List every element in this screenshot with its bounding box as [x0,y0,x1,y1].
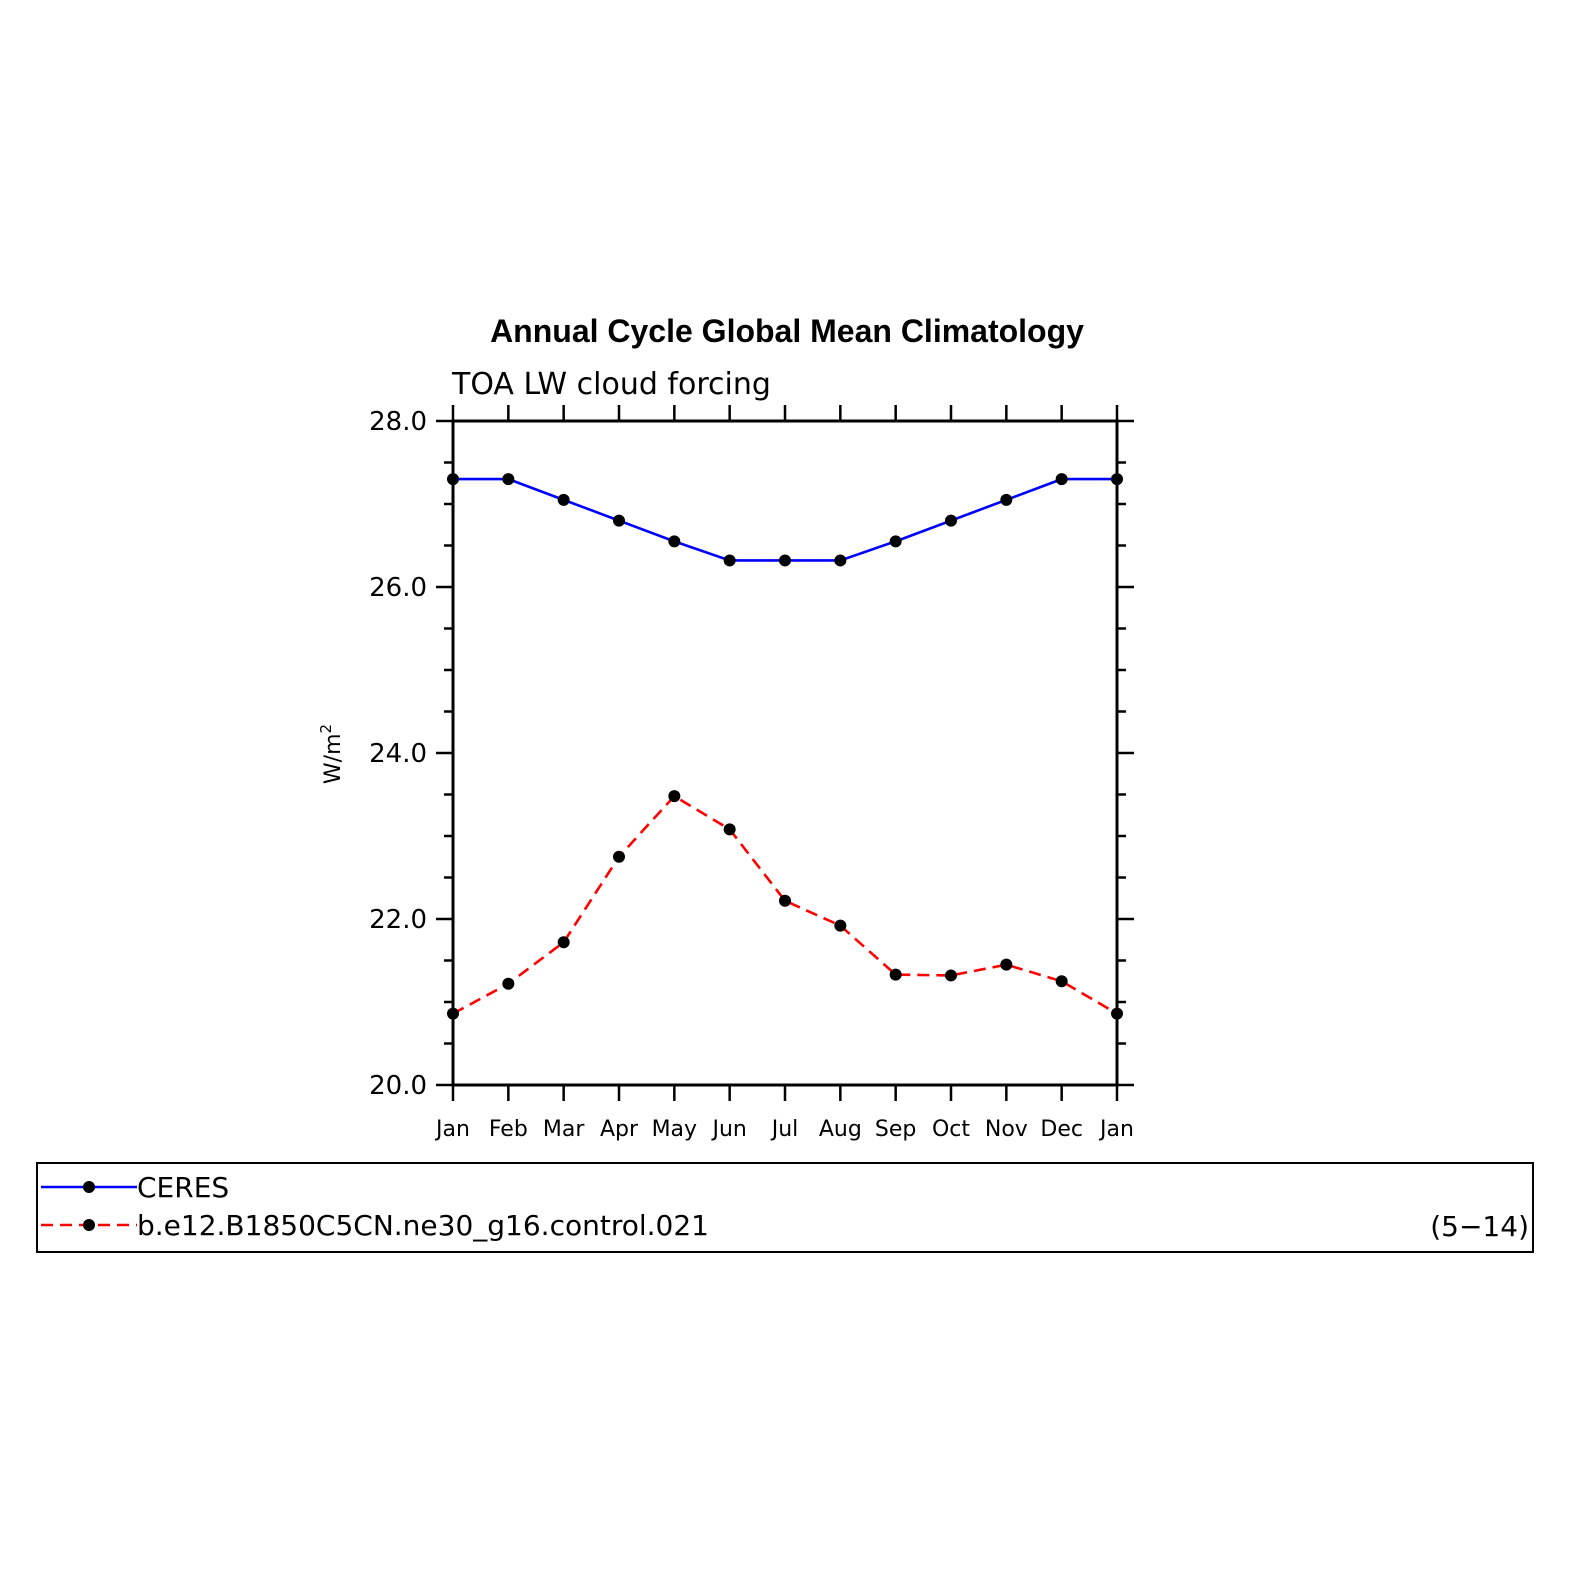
x-tick-label: Jan [1098,1117,1134,1142]
series-1-point [889,968,902,981]
series-0-point [447,473,459,486]
x-tick-label: May [652,1117,697,1142]
series-1-point [613,850,625,863]
y-tick-label: 28.0 [369,407,427,437]
chart-subtitle: TOA LW cloud forcing [451,367,771,402]
series-1-point [723,823,736,836]
series-0-point [502,473,515,486]
legend: CERES b.e12.B1850C5CN.ne30_g16.control.02… [36,1162,1534,1253]
series-0-point [834,554,847,567]
chart-title: Annual Cycle Global Mean Climatology [490,313,1084,349]
series-line-0 [453,477,1117,562]
legend-box [36,1162,1534,1253]
y-tick-label: 20.0 [369,1071,427,1101]
series-1-point [1111,1007,1123,1020]
x-tick-label: Jan [434,1117,470,1142]
series-0-point [1111,473,1123,486]
series-0-point [668,535,681,548]
y-tick-label: 24.0 [369,739,427,769]
series-0-point [779,554,791,567]
series-0-point [1055,473,1068,486]
x-tick-label: Aug [819,1117,862,1142]
legend-label-1: b.e12.B1850C5CN.ne30_g16.control.021 [137,1209,709,1242]
legend-label-0: CERES [137,1171,229,1204]
y-tick-label: 22.0 [369,905,427,935]
series-1-point [1055,975,1068,988]
series-1-point [668,790,681,803]
series-1-point [502,977,515,990]
plot-frame [451,419,1119,1087]
series-1-point [779,894,791,907]
x-tick-label: Jul [770,1117,799,1142]
series-0-point [723,554,736,567]
series-1-point [447,1007,459,1020]
y-axis-label: W/m2 [317,724,346,784]
y-tick-label: 26.0 [369,573,427,603]
series-0-point [557,493,570,506]
y-axis-label-superscript: 2 [317,724,335,734]
series-0-point [889,535,902,548]
series-0-point [1000,493,1013,506]
plot-area: 20.0 22.0 24.0 26.0 28.0 Jan Feb Mar Apr May Jun Ju… [369,405,1134,1142]
legend-annotation: (5−14) [1430,1210,1529,1243]
x-tick-label: Sep [875,1117,916,1142]
series-1-point [557,936,570,949]
legend-marker-0 [83,1181,95,1193]
x-tick-label: Mar [543,1117,585,1142]
y-axis-label-text: W/m [321,733,346,784]
legend-marker-1 [83,1219,95,1231]
series-1-point [834,919,847,932]
x-tick-label: Feb [489,1117,528,1142]
x-tick-label: Dec [1040,1117,1083,1142]
series-1-point [945,969,957,982]
x-tick-label: Nov [985,1117,1028,1142]
series-0-point [945,514,957,527]
x-tick-label: Apr [600,1117,639,1142]
series-1-point [1000,958,1013,971]
series-0-point [613,514,625,527]
x-tick-label: Jun [710,1117,746,1142]
x-tick-label: Oct [932,1117,970,1142]
